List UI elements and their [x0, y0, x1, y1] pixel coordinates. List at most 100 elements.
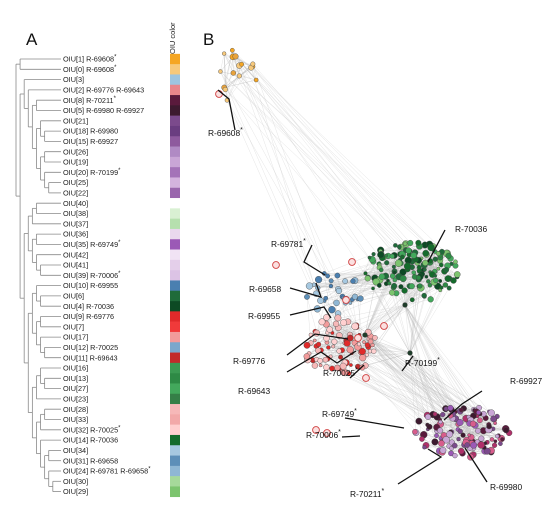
- network-edge: [223, 53, 228, 101]
- network-node: [489, 437, 495, 442]
- network-node: [372, 278, 380, 286]
- network-node: [500, 437, 505, 442]
- network-edge: [239, 75, 257, 81]
- network-node: [495, 434, 500, 439]
- network-edge: [317, 276, 382, 289]
- network-node: [434, 433, 439, 439]
- leaf-label: OIU[8] R-70211*: [63, 96, 117, 105]
- network-label: R-69608*: [208, 127, 243, 138]
- network-node: [409, 297, 415, 303]
- network-node: [408, 283, 415, 290]
- leaf-label: OIU[26]: [63, 147, 88, 156]
- network-node: [315, 275, 323, 284]
- network-node: [493, 421, 497, 426]
- network-node: [333, 299, 340, 307]
- network-node: [442, 282, 449, 288]
- network-node: [437, 427, 444, 434]
- network-node: [304, 294, 310, 300]
- network-edge: [252, 63, 411, 244]
- network-node: [433, 273, 438, 278]
- network-node: [415, 239, 422, 246]
- leaf-label: OIU[7]: [63, 322, 84, 331]
- network-edge: [306, 345, 338, 368]
- network-node: [398, 284, 404, 290]
- leaf-label: OIU[2] R-69776 R-69643: [63, 86, 144, 95]
- colorbar-swatch: [170, 362, 180, 374]
- colorbar-swatch: [170, 74, 180, 86]
- callout-line: [397, 448, 443, 485]
- network-node: [433, 277, 439, 284]
- network-node: [378, 267, 384, 273]
- network-node: [303, 353, 310, 360]
- network-node: [328, 306, 336, 314]
- network-node: [424, 274, 429, 279]
- callout-line: [217, 89, 236, 131]
- network-edge: [364, 334, 454, 415]
- network-edge: [409, 352, 423, 440]
- network-edge: [220, 71, 317, 294]
- network-node: [376, 283, 382, 288]
- network-edge: [239, 75, 426, 246]
- network-node: [486, 423, 492, 430]
- network-edge: [364, 290, 441, 336]
- network-node: [389, 289, 396, 296]
- network-node: [305, 282, 313, 290]
- network-edge: [372, 288, 411, 354]
- network-edge: [233, 72, 401, 260]
- leaf-label: OIU[13]: [63, 374, 88, 383]
- network-node: [346, 346, 354, 354]
- network-node: [469, 420, 477, 427]
- leaf-label: OIU[39] R-70006*: [63, 271, 121, 280]
- network-edge: [235, 56, 414, 256]
- network-node: [323, 364, 330, 371]
- callout-line: [341, 435, 361, 438]
- colorbar-swatch: [170, 311, 180, 322]
- network-edge: [409, 352, 451, 409]
- network-node: [323, 295, 328, 301]
- network-edge: [370, 341, 447, 440]
- callout-line: [286, 333, 349, 356]
- network-node: [391, 264, 396, 269]
- network-edge: [239, 65, 339, 314]
- network-edge: [393, 287, 411, 354]
- network-node: [415, 417, 423, 425]
- leaf-label: OIU[21]: [63, 116, 88, 125]
- network-edge: [364, 334, 464, 409]
- colorbar-swatch: [170, 136, 180, 147]
- network-node: [250, 61, 256, 67]
- leaf-label: OIU[4] R-70036: [63, 302, 114, 311]
- colorbar-swatch: [170, 383, 180, 395]
- network-node: [422, 445, 427, 450]
- network-edge: [357, 257, 370, 300]
- callout-line: [303, 244, 326, 276]
- callout-line: [464, 447, 488, 483]
- network-node: [397, 244, 402, 250]
- network-node: [384, 253, 389, 258]
- network-edge: [307, 317, 339, 360]
- network-edge: [251, 67, 315, 285]
- network-edge: [224, 72, 234, 88]
- callout-line: [349, 364, 365, 379]
- network-node: [407, 350, 413, 356]
- network-node: [487, 409, 495, 417]
- network-node: [503, 427, 510, 434]
- leaf-label: OIU[40]: [63, 199, 88, 208]
- network-node: [411, 270, 417, 275]
- network-node: [457, 447, 465, 455]
- network-node: [322, 356, 329, 363]
- network-node: [475, 427, 481, 434]
- leaf-label: OIU[16]: [63, 364, 88, 373]
- network-node: [445, 252, 452, 259]
- network-edge: [409, 352, 459, 440]
- network-edge: [235, 56, 347, 300]
- network-edge: [317, 262, 387, 289]
- network-edge: [404, 304, 451, 408]
- leaf-label: OIU[20] R-70199*: [63, 168, 121, 177]
- colorbar-swatch: [170, 270, 180, 281]
- network-node: [335, 287, 342, 295]
- network-node: [483, 447, 491, 455]
- network-node: [346, 334, 354, 342]
- colorbar-swatch: [170, 198, 180, 209]
- network-label: R-70006*: [306, 429, 341, 440]
- colorbar-swatch: [170, 414, 180, 425]
